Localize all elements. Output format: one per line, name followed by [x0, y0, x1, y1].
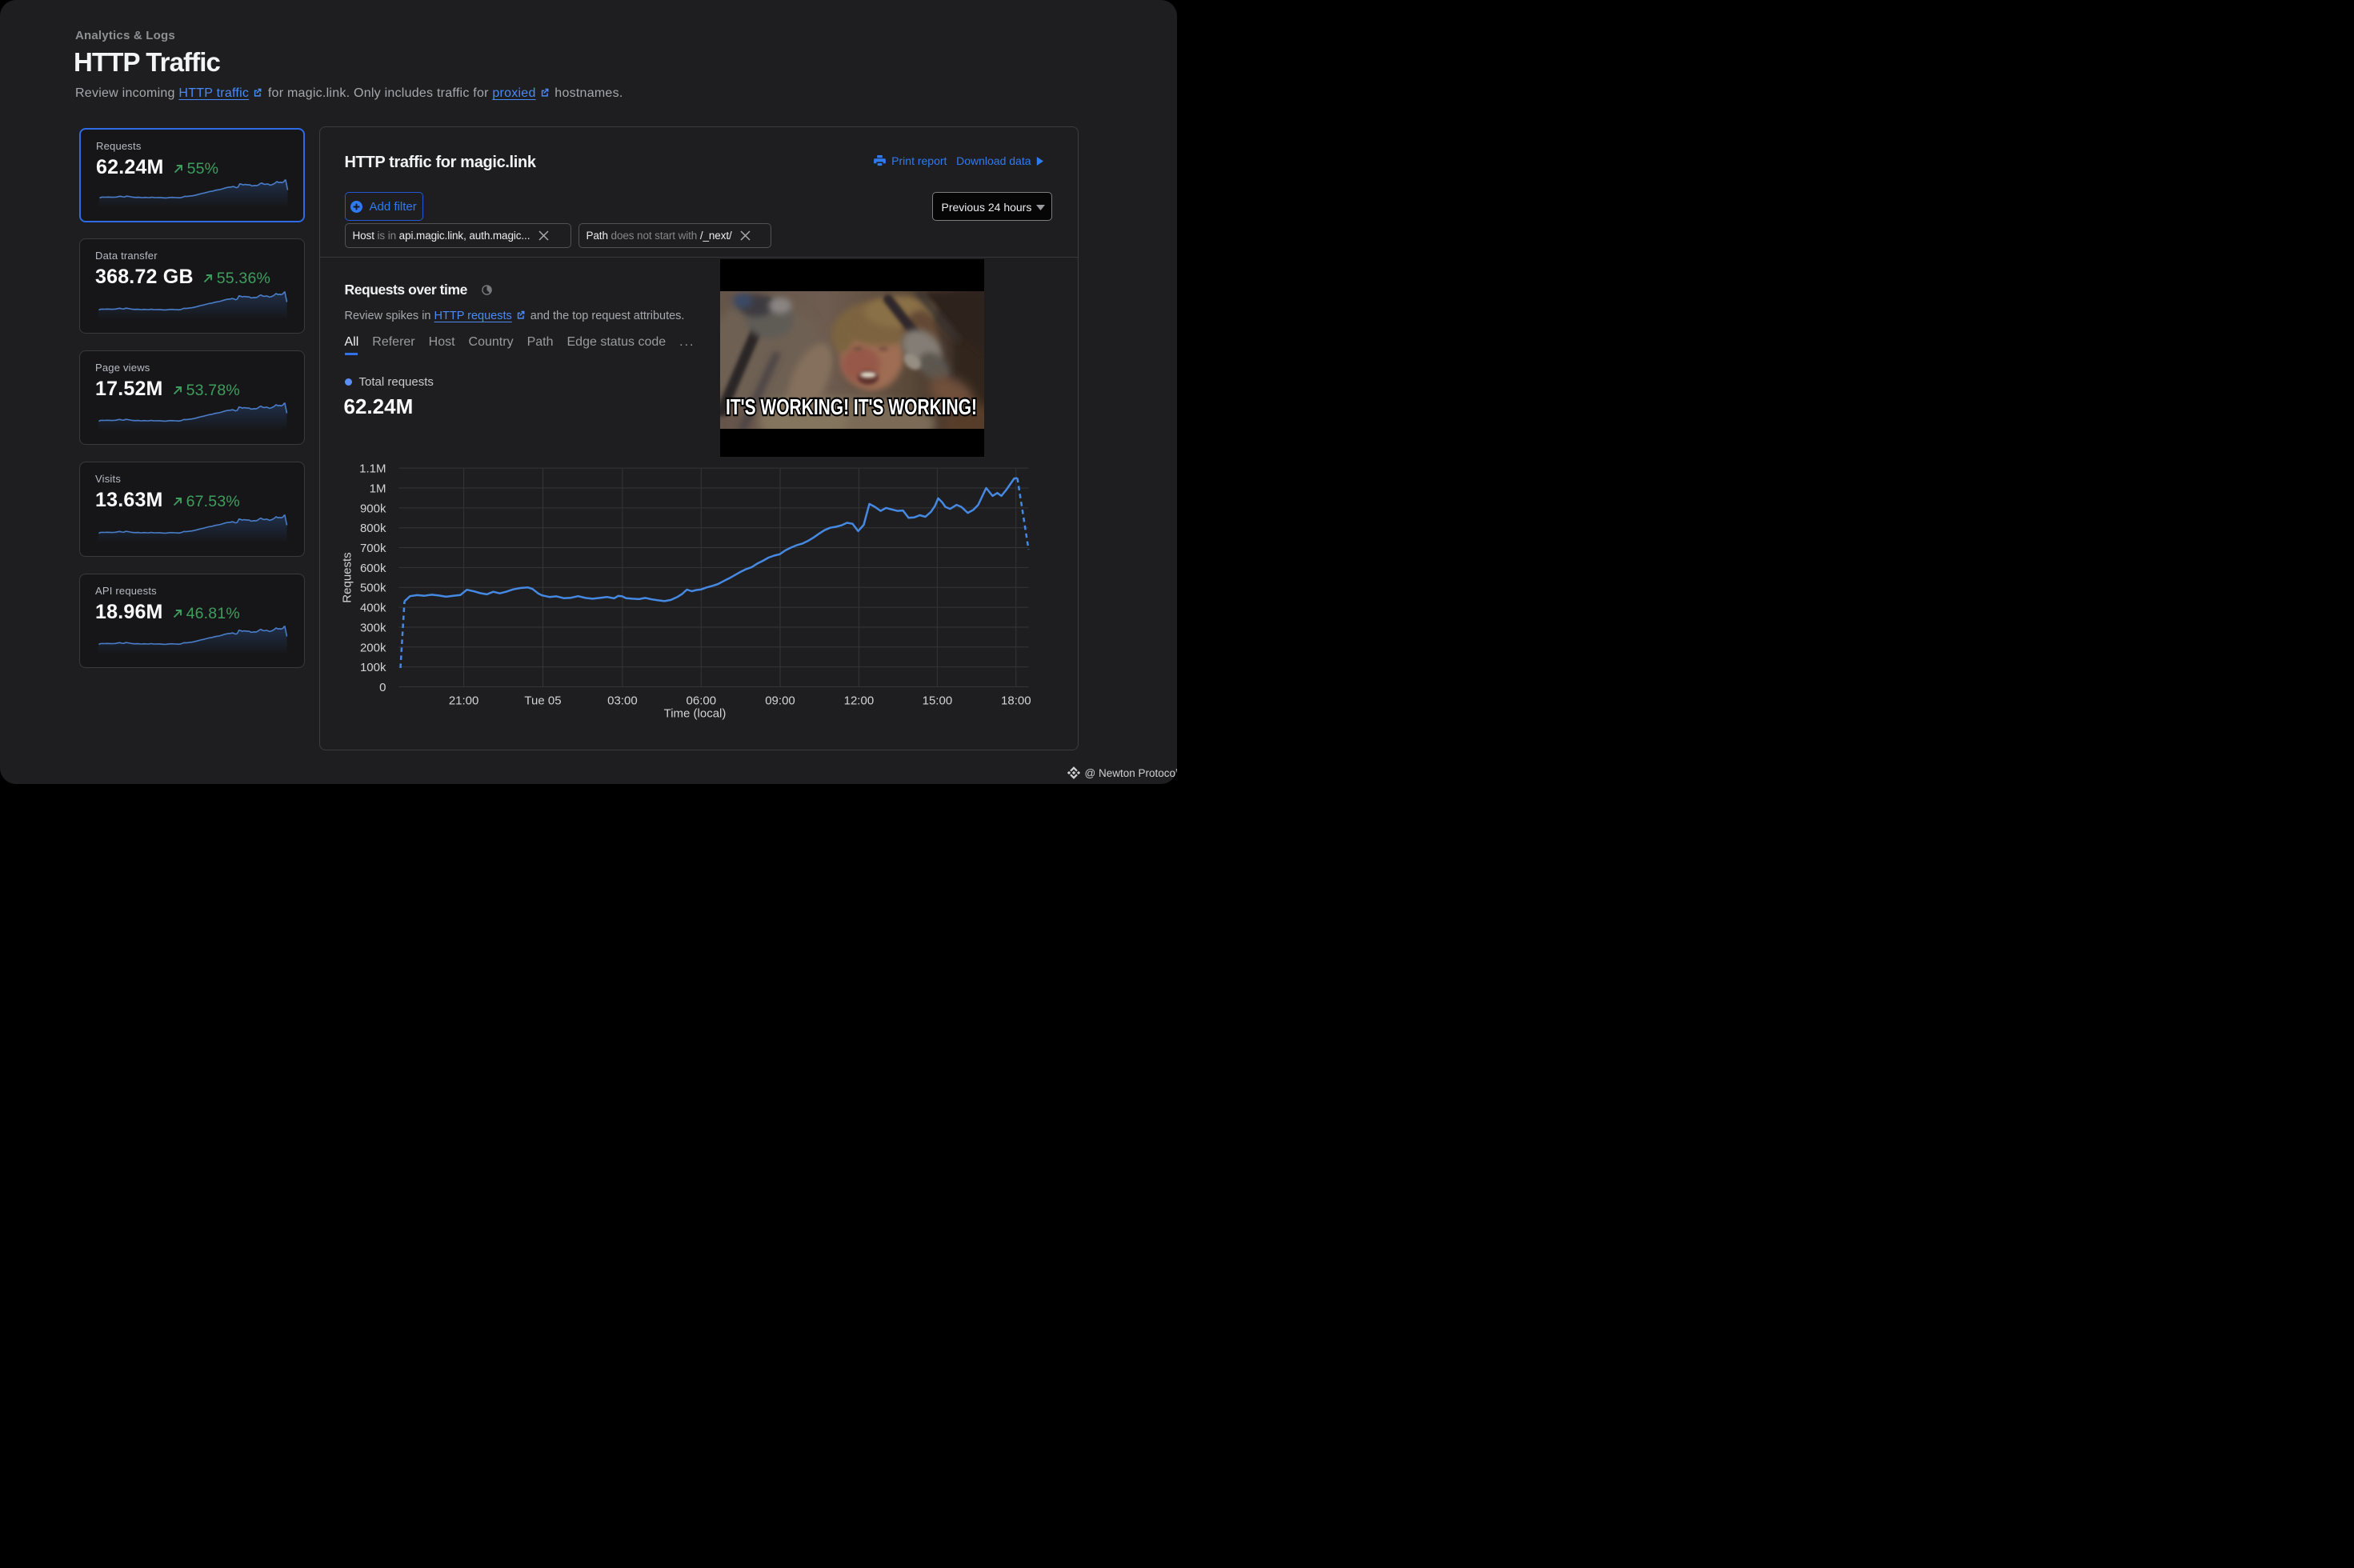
svg-text:100k: 100k [359, 661, 386, 674]
svg-text:18:00: 18:00 [1001, 694, 1031, 708]
svg-text:12:00: 12:00 [843, 694, 874, 708]
svg-text:300k: 300k [359, 622, 386, 635]
svg-text:900k: 900k [359, 502, 386, 515]
svg-text:IT'S WORKING! IT'S WORKING!: IT'S WORKING! IT'S WORKING! [726, 394, 977, 419]
svg-text:06:00: 06:00 [686, 694, 716, 708]
svg-text:21:00: 21:00 [448, 694, 478, 708]
svg-text:400k: 400k [359, 602, 386, 615]
svg-text:15:00: 15:00 [922, 694, 952, 708]
svg-text:0: 0 [379, 681, 386, 694]
svg-text:600k: 600k [359, 562, 386, 575]
svg-text:200k: 200k [359, 641, 386, 654]
svg-text:03:00: 03:00 [607, 694, 638, 708]
svg-text:09:00: 09:00 [765, 694, 795, 708]
svg-text:500k: 500k [359, 582, 386, 595]
svg-text:700k: 700k [359, 542, 386, 555]
svg-text:Time (local): Time (local) [663, 707, 726, 721]
svg-text:800k: 800k [359, 522, 386, 535]
svg-text:1M: 1M [369, 482, 386, 496]
svg-text:Tue 05: Tue 05 [524, 694, 561, 708]
svg-text:1.1M: 1.1M [359, 462, 386, 476]
svg-text:Requests: Requests [340, 552, 354, 602]
